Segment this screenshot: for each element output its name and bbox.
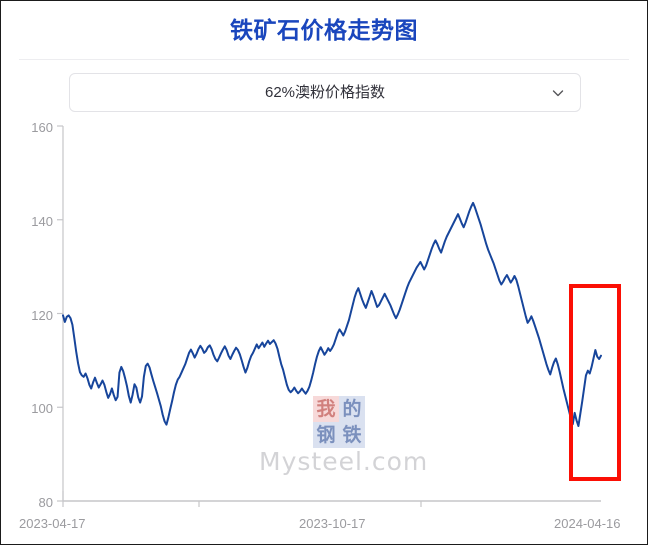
x-tick-label-end: 2024-04-16 [554,516,621,531]
x-tick-label-start: 2023-04-17 [19,516,86,531]
y-tick-label-100: 100 [31,401,53,416]
x-axis-ticks [62,491,422,507]
y-tick-label-160: 160 [31,120,53,135]
price-index-select-value: 62%澳粉价格指数 [264,84,386,101]
chart-canvas [57,125,602,507]
chevron-down-icon[interactable] [550,85,566,101]
page-title: 铁矿石价格走势图 [230,16,418,43]
price-chart: 160 140 120 100 80 2023-04-17 2023-10-17… [1,116,647,544]
y-tick-label-140: 140 [31,214,53,229]
header-divider [19,59,629,60]
y-axis-ticks [57,125,63,502]
price-index-select[interactable]: 62%澳粉价格指数 [69,73,581,112]
price-series-line [62,201,602,427]
y-tick-label-120: 120 [31,308,53,323]
y-tick-label-80: 80 [38,495,53,510]
red-highlight-box [569,284,621,481]
x-tick-label-mid: 2023-10-17 [299,516,366,531]
chart-header: 铁矿石价格走势图 [1,1,647,59]
